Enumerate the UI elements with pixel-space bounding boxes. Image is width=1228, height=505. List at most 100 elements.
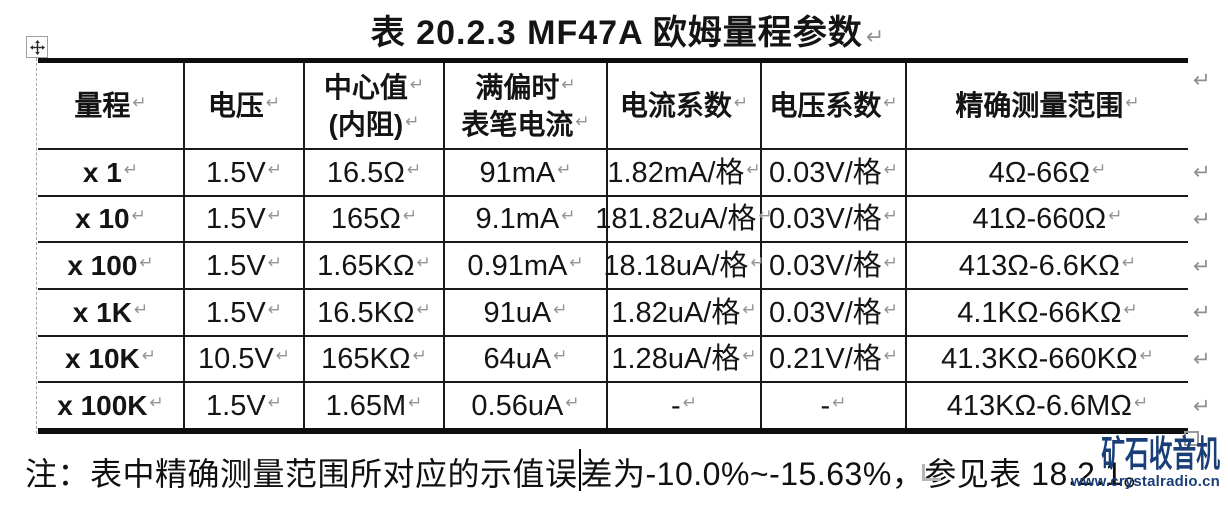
cell-text: 1.5V <box>206 389 266 422</box>
cell-text: x 100K <box>57 389 148 421</box>
table-cell[interactable]: 413KΩ-6.6MΩ ↵ <box>907 383 1188 428</box>
note-text-before: 注：表中精确测量范围所对应的示值误 <box>25 456 578 492</box>
table-cell[interactable]: 0.91mA ↵ <box>445 243 608 290</box>
table-cell[interactable]: 10.5V ↵ <box>185 337 305 383</box>
table-cell[interactable]: 165Ω ↵ <box>305 197 445 243</box>
table-cell[interactable]: 0.03V/格 ↵ <box>762 243 907 290</box>
table-cell[interactable]: - ↵ <box>608 383 762 428</box>
table-cell[interactable]: 64uA ↵ <box>445 337 608 383</box>
table-cell[interactable]: - ↵ <box>762 383 907 428</box>
paragraph-mark-icon: ↵ <box>139 252 154 272</box>
paragraph-mark-icon: ↵ <box>883 252 899 272</box>
paragraph-mark-icon: ↵ <box>409 74 425 94</box>
table-cell[interactable]: 18.18uA/格 ↵ <box>603 243 765 290</box>
header-cell[interactable]: 中心值 ↵ (内阻) ↵ <box>305 63 445 150</box>
table-cell[interactable]: 181.82uA/格 ↵ <box>595 197 773 243</box>
watermark-accent-icon <box>921 464 941 481</box>
cell-text: 0.03V/格 <box>768 249 882 282</box>
table-move-handle[interactable] <box>26 36 48 58</box>
cell-text: 0.03V/格 <box>768 296 882 329</box>
table-resize-handle[interactable] <box>1184 431 1199 446</box>
paragraph-mark-icon: ↵ <box>267 252 282 272</box>
table-cell[interactable]: 1.28uA/格 ↵ <box>608 337 762 383</box>
paragraph-mark-icon: ↵ <box>553 346 568 365</box>
paragraph-mark-icon: ↵ <box>267 206 282 225</box>
cell-text: 181.82uA/格 <box>595 203 757 235</box>
header-cell[interactable]: 精确测量范围 ↵ <box>907 63 1188 150</box>
table-cell[interactable]: 41.3KΩ-660KΩ ↵ <box>907 337 1188 383</box>
table-cell[interactable]: x 1 ↵ <box>38 150 185 197</box>
table-cell[interactable]: 1.5V ↵ <box>185 243 305 290</box>
table-cell[interactable]: x 10 ↵ <box>38 197 185 243</box>
header-cell[interactable]: 电压系数 ↵ <box>762 63 907 150</box>
table-cell[interactable]: 16.5Ω ↵ <box>305 150 445 197</box>
paragraph-mark-icon: ↵ <box>1123 299 1138 319</box>
table-cell[interactable]: x 100 ↵ <box>38 243 185 290</box>
table-cell[interactable]: 1.65M ↵ <box>305 383 445 428</box>
cell-text: x 1 <box>82 156 122 188</box>
table-cell[interactable]: 4.1KΩ-66KΩ ↵ <box>907 290 1188 337</box>
cell-text: 413Ω-6.6KΩ <box>958 249 1120 282</box>
table-cell[interactable]: x 10K ↵ <box>38 337 185 383</box>
paragraph-mark-icon: ↵ <box>883 93 898 112</box>
table-cell[interactable]: 1.82mA/格 ↵ <box>607 150 762 197</box>
paragraph-mark-icon: ↵ <box>1125 93 1140 112</box>
table-cell[interactable]: 9.1mA ↵ <box>445 197 608 243</box>
table-cell[interactable]: 0.03V/格 ↵ <box>762 150 907 197</box>
table-left-gridline <box>36 58 37 434</box>
paragraph-mark-icon: ↵ <box>561 206 576 225</box>
cell-text: 64uA <box>483 343 552 375</box>
paragraph-mark-icon: ↵ <box>1092 159 1107 179</box>
end-of-row-mark-icon: ↵ <box>1193 208 1211 231</box>
table-cell[interactable]: 1.5V ↵ <box>185 197 305 243</box>
table-cell[interactable]: 0.21V/格 ↵ <box>762 337 907 383</box>
table-cell[interactable]: 1.5V ↵ <box>185 383 305 428</box>
table-cell[interactable]: 165KΩ ↵ <box>305 337 445 383</box>
cell-text: 1.5V <box>206 203 266 235</box>
table-cell[interactable]: 4Ω-66Ω ↵ <box>907 150 1188 197</box>
cell-text: 电压系数 <box>769 90 882 121</box>
note-line[interactable]: 注：表中精确测量范围所对应的示值误差为-10.0%~-15.63%，参见表 18… <box>25 449 1156 495</box>
paragraph-mark-icon: ↵ <box>402 206 418 225</box>
cell-text: - <box>671 389 681 422</box>
paragraph-mark-icon: ↵ <box>1133 392 1149 412</box>
paragraph-mark-icon: ↵ <box>758 206 773 225</box>
header-cell[interactable]: 电流系数 ↵ <box>608 63 762 150</box>
cell-text: 18.18uA/格 <box>603 249 749 282</box>
table-cell[interactable]: 1.5V ↵ <box>185 290 305 337</box>
table-title-row: 表 20.2.3 MF47A 欧姆量程参数 ↵ <box>0 5 1228 54</box>
table-title[interactable]: 表 20.2.3 MF47A 欧姆量程参数 ↵ <box>371 5 886 54</box>
paragraph-mark-icon: ↵ <box>1121 252 1137 272</box>
paragraph-mark-icon: ↵ <box>561 74 576 94</box>
table-cell[interactable]: 1.5V ↵ <box>185 150 305 197</box>
paragraph-mark-icon: ↵ <box>408 392 423 412</box>
cell-text: 1.65KΩ <box>317 249 415 282</box>
table-cell[interactable]: x 100K ↵ <box>38 383 185 428</box>
cell-text: 4Ω-66Ω <box>988 156 1091 189</box>
paragraph-mark-icon: ↵ <box>149 392 164 412</box>
paragraph-mark-icon: ↵ <box>575 111 590 131</box>
cell-text: 16.5Ω <box>326 156 405 189</box>
table-cell[interactable]: 41Ω-660Ω ↵ <box>907 197 1188 243</box>
table-cell[interactable]: 1.65KΩ ↵ <box>305 243 445 290</box>
header-cell[interactable]: 满偏时 ↵ 表笔电流 ↵ <box>445 63 608 150</box>
table-cell[interactable]: x 1K ↵ <box>38 290 185 337</box>
table-title-text: 表 20.2.3 MF47A 欧姆量程参数 <box>370 14 863 52</box>
table-cell[interactable]: 0.03V/格 ↵ <box>762 197 907 243</box>
table-cell[interactable]: 0.03V/格 ↵ <box>762 290 907 337</box>
cell-text: 91uA <box>483 296 552 329</box>
cell-text: 0.03V/格 <box>768 156 882 189</box>
header-cell[interactable]: 电压 ↵ <box>185 63 305 150</box>
paragraph-mark-icon: ↵ <box>565 392 580 412</box>
table-cell[interactable]: 16.5KΩ ↵ <box>305 290 445 337</box>
table-cell[interactable]: 91mA ↵ <box>445 150 608 197</box>
table-cell[interactable]: 91uA ↵ <box>445 290 608 337</box>
table-cell[interactable]: 413Ω-6.6KΩ ↵ <box>907 243 1188 290</box>
header-cell[interactable]: 量程 ↵ <box>38 63 185 150</box>
cell-text: 0.03V/格 <box>768 203 882 235</box>
end-of-row-mark-icon: ↵ <box>1193 301 1211 324</box>
table-cell[interactable]: 0.56uA ↵ <box>445 383 608 428</box>
table-cell[interactable]: 1.82uA/格 ↵ <box>608 290 762 337</box>
paragraph-mark-icon: ↵ <box>267 299 282 319</box>
